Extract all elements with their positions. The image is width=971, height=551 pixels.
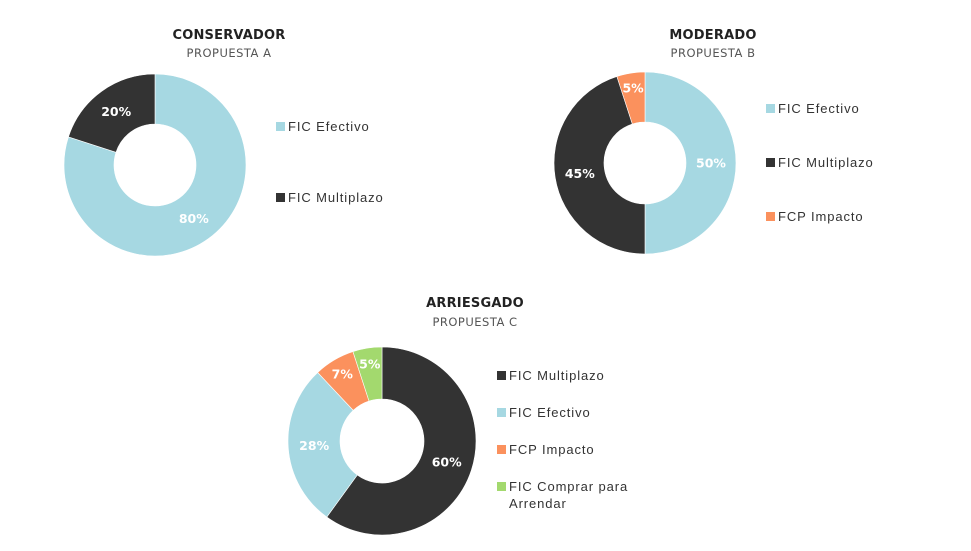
donut-slice [553, 76, 646, 255]
legend-item: FIC Multiplazo [276, 189, 384, 206]
slice-percent-label: 80% [179, 211, 209, 226]
legend-label: FIC Multiplazo [778, 155, 874, 170]
chart-subtitle: PROPUESTA A [186, 46, 272, 60]
legend-item: FIC Efectivo [276, 118, 370, 135]
legend-item: FIC Multiplazo [497, 367, 605, 384]
legend-swatch-icon [497, 408, 506, 417]
slice-percent-label: 5% [359, 356, 381, 371]
slice-percent-label: 50% [696, 156, 726, 171]
chart-subtitle: PROPUESTA B [670, 46, 756, 60]
legend-item: FIC Efectivo [766, 100, 860, 117]
legend-label: FIC Multiplazo [509, 368, 605, 383]
legend-swatch-icon [497, 371, 506, 380]
legend-swatch-icon [766, 212, 775, 221]
chart-title: CONSERVADOR [172, 28, 286, 43]
legend-item: FIC Efectivo [497, 404, 591, 421]
legend-swatch-icon [276, 193, 285, 202]
donut-slice [616, 71, 646, 125]
slice-percent-label: 28% [299, 438, 329, 453]
slice-percent-label: 5% [622, 80, 644, 95]
legend-item: FIC Comprar para Arrendar [497, 478, 637, 512]
legend-swatch-icon [497, 445, 506, 454]
legend-label: FCP Impacto [778, 209, 864, 224]
legend-swatch-icon [766, 158, 775, 167]
slice-percent-label: 60% [432, 455, 462, 470]
legend-label: FIC Efectivo [509, 405, 591, 420]
legend-swatch-icon [276, 122, 285, 131]
chart-title: MODERADO [669, 28, 757, 43]
chart-subtitle: PROPUESTA C [432, 315, 518, 329]
legend-label: FIC Efectivo [288, 119, 370, 134]
donut-slice [287, 372, 358, 518]
legend-item: FCP Impacto [766, 208, 864, 225]
legend-label: FCP Impacto [509, 442, 595, 457]
slice-percent-label: 20% [101, 104, 131, 119]
donut-slice [352, 346, 383, 402]
legend-item: FIC Multiplazo [766, 154, 874, 171]
donut-slice [63, 73, 247, 257]
legend-label: FIC Comprar para Arrendar [509, 479, 629, 511]
legend-item: FCP Impacto [497, 441, 595, 458]
legend-label: FIC Multiplazo [288, 190, 384, 205]
legend-label: FIC Efectivo [778, 101, 860, 116]
donut-slice [326, 346, 477, 536]
slice-percent-label: 7% [332, 366, 354, 381]
legend-swatch-icon [497, 482, 506, 491]
donut-slice [644, 71, 737, 255]
legend-swatch-icon [766, 104, 775, 113]
donut-slice [68, 73, 156, 153]
slice-percent-label: 45% [565, 166, 595, 181]
chart-title: ARRIESGADO [426, 296, 524, 311]
